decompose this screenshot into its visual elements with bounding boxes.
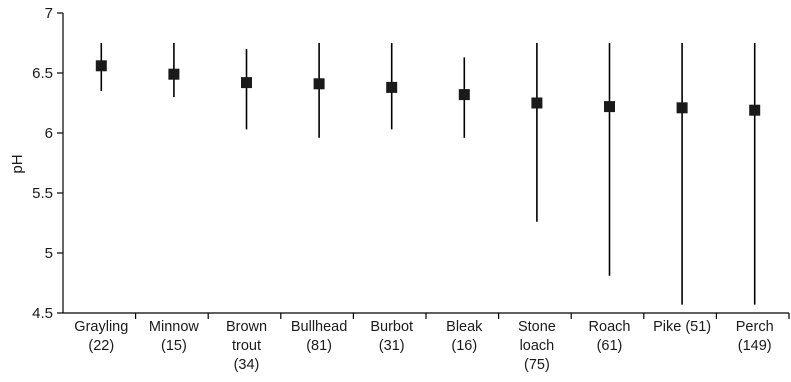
x-category-label: Pike (51)	[653, 319, 711, 335]
x-category-label: (149)	[738, 338, 772, 354]
axes	[62, 13, 789, 314]
mean-marker	[168, 68, 180, 80]
x-category-label: (81)	[306, 338, 332, 354]
x-category-label: Brown	[226, 319, 267, 335]
x-category-label: Burbot	[370, 319, 413, 335]
x-category-label: Grayling	[74, 319, 128, 335]
x-category-label: Bleak	[446, 319, 483, 335]
x-category-label: Stone	[518, 319, 556, 335]
y-tick-label: 4.5	[32, 305, 53, 322]
y-axis-ticks: 4.5 5 5.5 6 6.5 7	[32, 5, 63, 322]
y-axis-label: pH	[9, 154, 26, 173]
y-tick-label: 6	[45, 125, 53, 142]
y-tick-label: 5	[45, 245, 53, 262]
x-category-label: (61)	[597, 338, 623, 354]
mean-marker	[313, 78, 325, 90]
x-category-label: (22)	[88, 338, 114, 354]
category-labels: Grayling (22) Minnow (15) Brown trout (34) Bull…	[74, 319, 773, 373]
x-category-label: (15)	[161, 338, 187, 354]
x-category-label: loach	[520, 338, 555, 354]
mean-marker	[95, 60, 107, 72]
mean-marker	[604, 101, 615, 113]
x-category-label: Roach	[589, 319, 631, 335]
mean-marker	[531, 97, 543, 109]
x-category-label: Perch	[736, 319, 774, 335]
mean-marker	[241, 77, 252, 89]
x-category-label: (31)	[379, 338, 405, 354]
x-category-label: (16)	[451, 338, 477, 354]
y-tick-label: 5.5	[32, 185, 53, 202]
x-category-label: Bullhead	[291, 319, 347, 335]
y-tick-label: 6.5	[32, 65, 53, 82]
y-tick-label: 7	[45, 5, 53, 22]
mean-marker	[749, 104, 761, 116]
data-marks	[95, 43, 790, 319]
mean-marker	[386, 81, 398, 93]
mean-marker	[458, 89, 470, 101]
x-category-label: Minnow	[149, 319, 199, 335]
x-category-label: (75)	[524, 357, 550, 373]
x-category-label: (34)	[234, 357, 260, 373]
x-category-label: trout	[232, 338, 261, 354]
mean-marker	[676, 102, 688, 114]
